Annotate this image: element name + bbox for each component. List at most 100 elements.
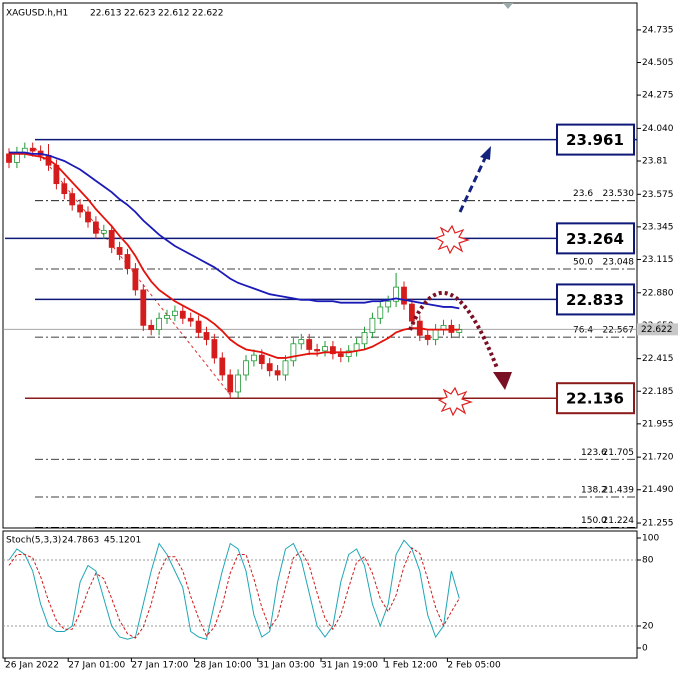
stoch-line (8, 539, 460, 640)
fib-price: 21.705 (603, 448, 635, 458)
candle-body (227, 374, 234, 393)
stoch-pane (2, 530, 638, 659)
candle-body (219, 357, 226, 376)
last-price-label: 22.622 (641, 325, 673, 335)
candle-body (369, 317, 376, 333)
candle-body (148, 324, 155, 331)
stoch-reading: 45.1201 (104, 536, 141, 546)
candle-body (337, 353, 344, 357)
y-tick-label: 21.955 (642, 419, 674, 429)
candle-body (211, 339, 218, 359)
level-label: 22.136 (566, 390, 624, 408)
y-tick-label: 100 (642, 534, 659, 544)
candle-body (424, 334, 431, 340)
x-tick-label: 2 Feb 05:00 (447, 661, 501, 671)
candle-body (195, 320, 202, 333)
candle-body (298, 339, 305, 345)
candle-body (124, 254, 131, 270)
fib-price: 22.567 (603, 326, 635, 336)
y-tick-label: 23.575 (642, 190, 674, 200)
candle-body (361, 332, 368, 345)
candle-body (179, 310, 186, 319)
candle-body (85, 211, 91, 223)
fib-ratio: 76.4 (573, 326, 593, 336)
fib-price: 21.439 (603, 485, 635, 495)
y-tick-label: 24.040 (642, 124, 674, 134)
fib-price: 23.048 (603, 257, 635, 267)
level-box (556, 222, 635, 255)
fib-price: 21.224 (603, 516, 635, 526)
y-tick-label: 22.415 (642, 354, 674, 364)
candle-body (164, 315, 170, 319)
arrow-head (480, 146, 491, 160)
level-box (556, 382, 635, 415)
y-tick-label: 22.880 (642, 288, 674, 298)
candle-body (108, 230, 115, 248)
candle-body (377, 306, 384, 319)
candle-body (93, 221, 99, 234)
candle-body (385, 300, 392, 308)
annotations (408, 146, 512, 417)
arrow-head (493, 372, 512, 390)
candle-body (203, 332, 210, 340)
main-pane (2, 2, 638, 529)
candle-body (69, 193, 76, 206)
quote-value: 22.613 (90, 9, 122, 19)
candle-body (290, 343, 297, 362)
candle-body (61, 183, 68, 194)
starburst (434, 224, 470, 255)
candle-body (345, 350, 352, 357)
candle-body (243, 360, 249, 376)
arrow-down (408, 290, 499, 369)
candle-body (432, 329, 439, 340)
moving-average (9, 153, 460, 359)
candle-body (314, 349, 321, 352)
starburst (437, 386, 473, 417)
y-tick-label: 22.185 (642, 387, 674, 397)
quote-value: 22.622 (192, 9, 224, 19)
stoch-title: Stoch(5,3,3) (6, 536, 61, 546)
candle-body (132, 268, 139, 291)
candle-body (235, 374, 242, 393)
candle-body (274, 370, 281, 376)
symbol: XAGUSD.h,H1 (6, 9, 68, 19)
last-price-box (637, 323, 678, 336)
candle-body (306, 339, 313, 350)
y-tick-label: 21.720 (642, 453, 674, 463)
x-tick-label: 28 Jan 10:00 (195, 661, 252, 671)
x-tick-label: 27 Jan 17:00 (131, 661, 188, 671)
y-tick-label: 21.255 (642, 519, 674, 529)
fib-ratio: 138.2 (581, 485, 607, 495)
y-tick-label: 24.735 (642, 25, 674, 35)
level-label: 23.264 (566, 230, 624, 248)
y-tick-label: 21.490 (642, 485, 674, 495)
quote-value: 22.623 (124, 9, 156, 19)
candle-body (282, 360, 289, 376)
candle-body (408, 303, 415, 322)
y-tick-label: 0 (642, 644, 648, 654)
candle-body (29, 147, 36, 152)
y-tick-label: 23.345 (642, 222, 674, 232)
moving-average (9, 151, 460, 310)
level-label: 23.961 (566, 131, 624, 149)
candle-body (250, 354, 257, 362)
y-tick-label: 20 (642, 622, 654, 632)
fib-price: 23.530 (603, 189, 635, 199)
candle-body (140, 289, 147, 326)
shift-marker (503, 3, 513, 9)
main-layer: 22.613 22.623 22.612 22.62224.73524.50524.2… (3, 9, 678, 671)
candle-body (187, 317, 194, 322)
stoch-line (8, 547, 460, 639)
candle-body (329, 346, 336, 355)
stoch-reading: 24.7863 (62, 536, 99, 546)
fib-ratio: 123.6 (581, 448, 607, 458)
y-tick-label: 80 (642, 556, 654, 566)
candle-body (77, 204, 83, 213)
x-tick-label: 27 Jan 01:00 (68, 661, 125, 671)
candle-body (258, 354, 265, 365)
x-tick-label: 1 Feb 12:00 (384, 661, 438, 671)
y-tick-label: 24.505 (642, 58, 674, 68)
fib-ratio: 50.0 (573, 257, 593, 267)
